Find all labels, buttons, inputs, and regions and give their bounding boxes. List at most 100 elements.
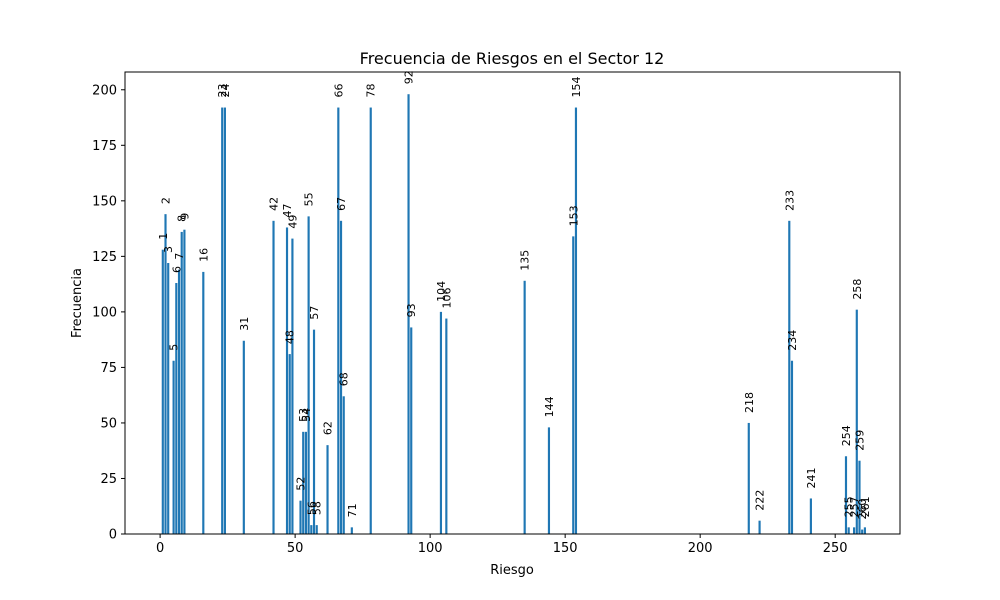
bar-label-48: 48 — [284, 330, 297, 344]
bar-label-78: 78 — [365, 84, 378, 98]
bar-label-257: 257 — [848, 496, 861, 517]
bar-1 — [161, 249, 164, 534]
bar-label-56: 56 — [305, 501, 318, 515]
y-axis-label: Frecuencia — [70, 268, 85, 338]
bar-52 — [299, 500, 302, 534]
bar-106 — [445, 318, 448, 534]
chart-title: Frecuencia de Riesgos en el Sector 12 — [360, 49, 665, 68]
bar-label-241: 241 — [805, 467, 818, 488]
bar-label-260: 260 — [856, 499, 869, 520]
bar-label-5: 5 — [168, 344, 181, 351]
y-tick-label: 75 — [100, 361, 117, 376]
x-tick-label: 150 — [553, 541, 578, 556]
bar-218 — [747, 422, 750, 534]
bar-56 — [310, 525, 313, 534]
bar-label-52: 52 — [295, 477, 308, 491]
bar-label-9: 9 — [178, 213, 191, 220]
bar-8 — [180, 231, 183, 535]
bar-label-57: 57 — [308, 306, 321, 320]
x-tick-label: 0 — [156, 541, 164, 556]
bar-58 — [315, 525, 318, 534]
bar-7 — [177, 269, 181, 534]
bar-67 — [339, 220, 343, 534]
bar-222 — [758, 520, 761, 534]
bar-label-67: 67 — [335, 197, 348, 211]
bar-label-258: 258 — [851, 279, 864, 300]
plot-frame — [124, 71, 901, 535]
bar-label-234: 234 — [786, 330, 799, 351]
bar-label-53: 53 — [297, 408, 310, 422]
bar-42 — [272, 220, 275, 534]
bar-label-66: 66 — [332, 84, 345, 98]
bar-78 — [369, 107, 372, 534]
bar-label-47: 47 — [281, 203, 294, 217]
bar-258 — [855, 309, 858, 534]
bar-54 — [304, 431, 307, 534]
x-axis-label: Riesgo — [490, 563, 534, 578]
bar-label-233: 233 — [783, 190, 796, 211]
x-tick-label: 250 — [823, 541, 848, 556]
bar-label-153: 153 — [567, 205, 580, 226]
bar-label-58: 58 — [311, 501, 324, 515]
bar-label-55: 55 — [303, 192, 316, 206]
bar-label-8: 8 — [176, 215, 189, 222]
bar-label-62: 62 — [322, 421, 335, 435]
bar-label-255: 255 — [843, 496, 856, 517]
bar-label-222: 222 — [754, 490, 767, 511]
bar-66 — [337, 107, 340, 534]
bar-label-135: 135 — [519, 250, 532, 271]
bar-135 — [523, 280, 526, 534]
bar-55 — [307, 216, 310, 535]
bar-label-16: 16 — [197, 248, 210, 262]
bars-group — [161, 94, 866, 535]
bar-label-92: 92 — [403, 70, 416, 84]
bar-label-68: 68 — [338, 372, 351, 386]
bar-label-104: 104 — [435, 281, 448, 302]
x-tick-label: 100 — [418, 541, 443, 556]
bar-260 — [861, 529, 864, 534]
bar-259 — [858, 460, 861, 534]
bar-label-3: 3 — [162, 246, 175, 253]
bar-254 — [844, 456, 848, 534]
bar-label-6: 6 — [170, 266, 183, 273]
bar-label-24: 24 — [219, 84, 232, 98]
bar-71 — [350, 527, 353, 534]
bar-label-71: 71 — [346, 503, 359, 517]
bar-label-54: 54 — [300, 408, 313, 422]
y-tick-label: 25 — [100, 472, 117, 487]
y-tick-label: 125 — [92, 250, 117, 265]
y-tick-label: 0 — [109, 528, 117, 543]
bar-label-49: 49 — [286, 215, 299, 229]
bar-62 — [326, 445, 329, 534]
bar-255 — [847, 527, 850, 534]
y-tick-label: 175 — [92, 139, 117, 154]
bar-label-254: 254 — [840, 425, 853, 446]
y-tick-label: 200 — [92, 83, 117, 98]
bar-257 — [853, 527, 856, 534]
y-tick-label: 150 — [92, 194, 117, 209]
bar-234 — [790, 360, 794, 534]
bar-label-2: 2 — [160, 197, 173, 204]
bar-48 — [288, 354, 291, 534]
bar-233 — [788, 220, 791, 534]
x-tick-label: 200 — [688, 541, 713, 556]
bar-label-154: 154 — [570, 77, 583, 98]
bar-label-7: 7 — [173, 253, 186, 260]
bar-153 — [572, 236, 575, 534]
bar-5 — [172, 360, 175, 534]
bar-241 — [809, 498, 812, 534]
bar-label-106: 106 — [440, 288, 453, 309]
bar-23 — [221, 107, 224, 534]
bar-2 — [164, 214, 167, 534]
bar-label-93: 93 — [405, 303, 418, 317]
y-tick-label: 50 — [100, 416, 117, 431]
bar-label-1: 1 — [157, 233, 170, 240]
bar-label-144: 144 — [543, 396, 556, 417]
bar-label-259: 259 — [853, 430, 866, 451]
bar-24 — [223, 107, 226, 534]
y-tick-label: 100 — [92, 305, 117, 320]
bar-261 — [863, 527, 866, 534]
bar-label-42: 42 — [268, 197, 281, 211]
bar-92 — [407, 94, 410, 535]
